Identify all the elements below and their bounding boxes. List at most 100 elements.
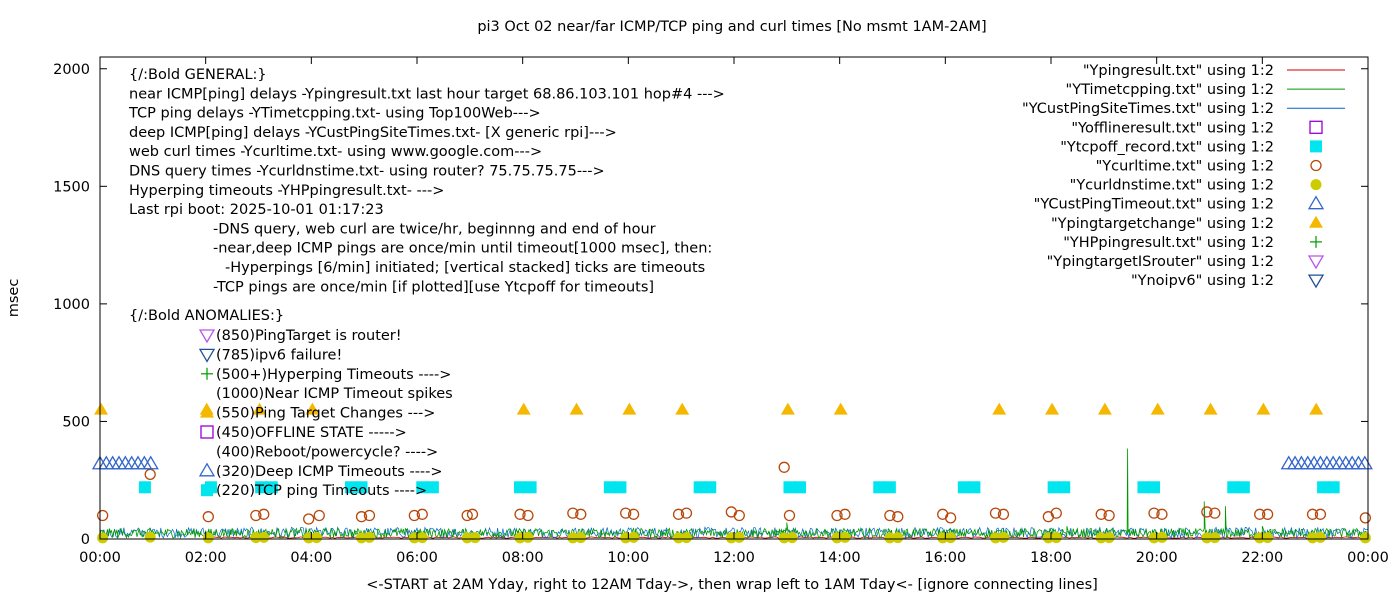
legend-entry-swatch xyxy=(1310,140,1322,153)
data-point xyxy=(733,531,745,543)
annotation-line: DNS query times -Ycurldnstime.txt- using… xyxy=(129,164,605,180)
legend-entry-swatch xyxy=(1309,120,1323,134)
data-point xyxy=(305,402,320,415)
annotation-line: {/:Bold ANOMALIES:} xyxy=(129,308,284,324)
annotation-line: Last rpi boot: 2025-10-01 01:17:23 xyxy=(129,202,384,218)
x-tick-label: 08:00 xyxy=(502,550,544,566)
data-point xyxy=(1201,532,1213,544)
y-tick-label: 1000 xyxy=(53,297,90,313)
data-point xyxy=(945,532,957,544)
x-tick-label: 06:00 xyxy=(396,550,438,566)
data-point xyxy=(783,481,796,494)
anomaly-line: (550)Ping Target Changes ---> xyxy=(216,406,435,422)
x-tick-label: 18:00 xyxy=(1030,550,1072,566)
data-point xyxy=(1359,532,1371,544)
legend-entry-swatch xyxy=(1307,274,1325,289)
x-ticks: 00:00 02:00 04:00 06:00 08:00 10:00 12:00 14:00… xyxy=(79,57,1389,566)
legend-entry-label: "YHPpingresult.txt" using 1:2 xyxy=(1063,235,1274,251)
data-point xyxy=(603,481,616,494)
data-point xyxy=(461,509,473,522)
legend-entry-swatch xyxy=(1310,235,1322,248)
data-point xyxy=(992,402,1007,415)
data-point xyxy=(989,507,1002,519)
y-tick-label: 0 xyxy=(81,532,90,548)
legend-entry-label: "YCustPingSiteTimes.txt" using 1:2 xyxy=(1022,101,1274,117)
data-point xyxy=(1156,508,1168,520)
data-point xyxy=(1047,481,1060,494)
data-point xyxy=(839,508,851,520)
annotation-line: Hyperping timeouts -YHPpingresult.txt- -… xyxy=(129,183,444,199)
data-point xyxy=(250,509,262,522)
data-point xyxy=(1137,481,1150,494)
data-point xyxy=(1327,481,1340,494)
data-point xyxy=(265,481,278,494)
data-point xyxy=(1314,508,1327,520)
annotation-line: web curl times -Ycurltime.txt- using www… xyxy=(129,144,542,160)
annotation-line: deep ICMP[ping] delays -YCustPingSiteTim… xyxy=(129,125,617,141)
data-point xyxy=(1359,512,1372,524)
data-point xyxy=(1256,402,1271,415)
anomaly-symbol xyxy=(201,484,213,497)
data-layer xyxy=(91,402,1373,544)
data-point xyxy=(628,531,640,543)
legend: "Ypingresult.txt" using 1:2 "YTimetcpping… xyxy=(1022,63,1345,289)
data-point xyxy=(138,481,151,494)
annotation-text: {/:Bold GENERAL:} near ICMP[ping] delays … xyxy=(128,67,725,324)
data-point xyxy=(780,402,795,415)
chart-title: pi3 Oct 02 near/far ICMP/TCP ping and cu… xyxy=(477,19,986,35)
data-point xyxy=(1097,402,1112,415)
annotation-line: TCP ping delays -YTimetcpping.txt- using… xyxy=(128,106,541,122)
data-point xyxy=(408,509,421,522)
data-point xyxy=(569,402,584,415)
data-point xyxy=(1095,532,1107,544)
x-tick-label: 14:00 xyxy=(819,550,861,566)
legend-entry-swatch xyxy=(1310,159,1322,172)
anomaly-line: (400)Reboot/powercycle? ----> xyxy=(216,444,438,460)
data-point xyxy=(1262,532,1274,544)
data-point xyxy=(1237,481,1250,494)
data-point xyxy=(1317,481,1330,494)
data-point xyxy=(311,532,323,544)
x-tick-label: 02:00 xyxy=(185,550,227,566)
y-tick-label: 1500 xyxy=(53,179,90,195)
data-point xyxy=(783,509,796,522)
data-point xyxy=(344,481,357,494)
data-point xyxy=(1209,507,1221,519)
data-point xyxy=(1050,532,1062,544)
anomaly-line: (850)PingTarget is router! xyxy=(216,328,402,344)
anomaly-line: (320)Deep ICMP Timeouts ----> xyxy=(216,464,443,480)
legend-entry-label: "Ynoipv6" using 1:2 xyxy=(1131,273,1274,289)
annotation-line: near ICMP[ping] delays -Ypingresult.txt … xyxy=(129,86,725,102)
anomaly-line: (500+)Hyperping Timeouts ----> xyxy=(216,367,451,383)
data-point xyxy=(1254,508,1266,520)
anomaly-symbol xyxy=(198,462,216,477)
data-point xyxy=(892,511,904,523)
data-point xyxy=(627,508,640,520)
data-point xyxy=(968,481,981,494)
data-point xyxy=(944,512,957,524)
data-point xyxy=(884,532,896,544)
legend-entry-label: "YCustPingTimeout.txt" using 1:2 xyxy=(1034,197,1274,213)
x-tick-label: 16:00 xyxy=(924,550,966,566)
legend-entry-label: "YpingtargetISrouter" using 1:2 xyxy=(1047,254,1274,270)
data-point xyxy=(1227,481,1240,494)
annotation-line: -Hyperpings [6/min] initiated; [vertical… xyxy=(225,260,705,276)
data-point xyxy=(693,481,706,494)
data-point xyxy=(786,532,798,544)
anomaly-line: (220)TCP ping Timeouts ----> xyxy=(216,483,427,499)
annotation-line: {/:Bold GENERAL:} xyxy=(129,67,267,83)
data-point xyxy=(356,532,368,544)
data-point xyxy=(778,461,790,473)
data-point xyxy=(96,509,109,522)
data-point xyxy=(673,532,685,544)
data-point xyxy=(1201,506,1213,518)
legend-entry-label: "Ycurltime.txt" using 1:2 xyxy=(1096,159,1274,175)
annotation-line: -DNS query, web curl are twice/hr, begin… xyxy=(213,221,656,237)
data-point xyxy=(997,508,1010,520)
anomaly-symbol xyxy=(198,329,216,344)
data-point xyxy=(144,531,156,543)
data-point xyxy=(620,507,632,519)
data-point xyxy=(1045,402,1060,415)
data-point xyxy=(892,532,904,544)
